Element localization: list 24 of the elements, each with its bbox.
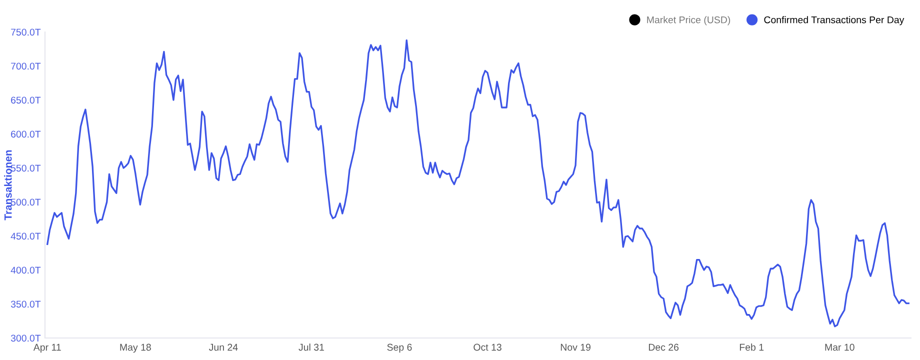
x-tick-label: Feb 1 bbox=[740, 344, 764, 351]
y-axis-title: Transaktionen bbox=[4, 150, 12, 220]
x-tick-label: May 18 bbox=[120, 344, 151, 353]
line-series bbox=[46, 39, 910, 328]
y-tick-label: 600.0T bbox=[11, 130, 41, 138]
legend-label: Market Price (USD) bbox=[647, 16, 730, 26]
x-tick-label: Oct 13 bbox=[474, 344, 502, 351]
y-tick-label: 400.0T bbox=[10, 266, 41, 274]
x-tick-label: Sep 6 bbox=[387, 344, 412, 353]
x-tick-label: Jun 24 bbox=[208, 344, 238, 351]
x-tick-label: Mar 10 bbox=[825, 344, 854, 351]
y-tick-label: 550.0T bbox=[10, 164, 41, 172]
y-tick-label: 450.0T bbox=[10, 232, 41, 240]
x-tick-label: Nov 19 bbox=[560, 344, 590, 351]
y-tick-label: 650.0T bbox=[11, 96, 41, 104]
y-tick-label: 300.0T bbox=[10, 334, 41, 342]
y-tick-label: 350.0T bbox=[10, 300, 41, 308]
x-tick-label: Dec 26 bbox=[648, 344, 679, 351]
x-tick-label: Apr 11 bbox=[33, 344, 61, 353]
legend-label: Confirmed Transactions Per Day bbox=[764, 16, 904, 26]
y-tick-label: 500.0T bbox=[10, 198, 41, 206]
y-tick-label: 700.0T bbox=[11, 62, 41, 70]
y-tick-label: 750.0T bbox=[11, 28, 41, 36]
x-tick-label: Jul 31 bbox=[298, 344, 324, 351]
